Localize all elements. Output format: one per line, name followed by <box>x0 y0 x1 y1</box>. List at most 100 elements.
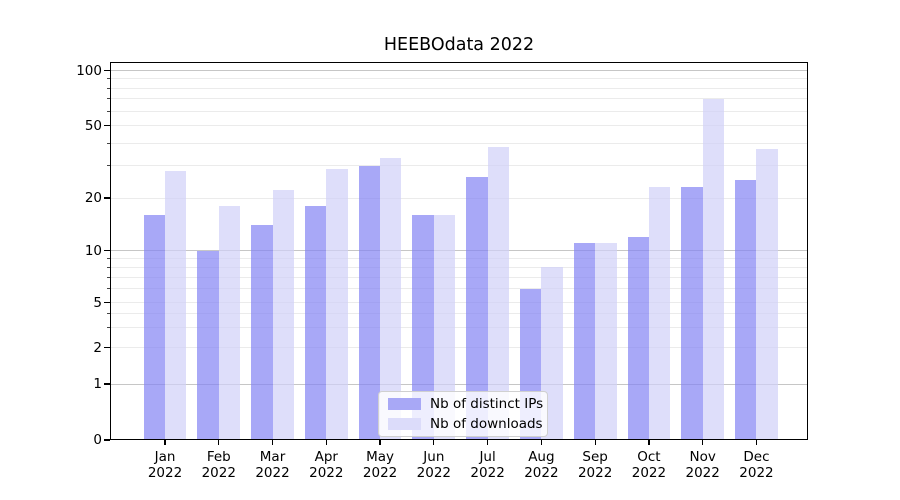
x-tick-label: Nov 2022 <box>685 449 720 481</box>
y-tick <box>104 439 110 441</box>
y-tick <box>104 383 110 385</box>
bar-nov-distinct-ips <box>681 186 703 440</box>
bar-jul-distinct-ips <box>466 177 488 440</box>
gridline-minor <box>111 266 807 268</box>
x-tick-label: Aug 2022 <box>524 449 559 481</box>
plot-area <box>110 62 808 440</box>
y-minor-tick <box>106 257 110 259</box>
x-tick <box>648 440 650 445</box>
y-tick <box>104 124 110 127</box>
gridline-minor <box>111 142 807 144</box>
y-tick <box>104 197 110 199</box>
bar-dec-downloads <box>756 149 778 440</box>
gridline-minor <box>111 327 807 329</box>
y-minor-tick <box>106 288 110 290</box>
x-tick <box>486 440 489 445</box>
y-minor-tick <box>106 276 110 278</box>
x-tick <box>540 440 543 445</box>
x-tick <box>755 440 758 445</box>
bar-jun-downloads <box>433 214 456 440</box>
legend-item-downloads: Nb of downloads <box>388 416 543 432</box>
y-tick-label: 5 <box>93 294 102 311</box>
bar-mar-downloads <box>272 190 294 440</box>
legend-label-downloads: Nb of downloads <box>430 416 543 432</box>
y-minor-tick <box>106 110 110 112</box>
legend-label-distinct-ips: Nb of distinct IPs <box>430 396 544 412</box>
y-minor-tick <box>106 327 110 329</box>
x-tick <box>164 440 166 445</box>
bar-jan-downloads <box>165 171 187 440</box>
x-tick-label: Dec 2022 <box>739 449 774 481</box>
bar-feb-downloads <box>218 205 241 440</box>
y-minor-tick <box>106 266 110 268</box>
bar-oct-downloads <box>648 186 671 440</box>
x-tick-label: Feb 2022 <box>201 449 236 481</box>
x-tick-label: Sep 2022 <box>577 449 613 481</box>
gridline-minor <box>111 288 807 290</box>
x-tick-label: Mar 2022 <box>255 449 290 481</box>
x-tick-label: Apr 2022 <box>309 449 344 481</box>
x-tick <box>702 440 704 445</box>
x-tick <box>325 440 327 445</box>
x-tick-label: Oct 2022 <box>631 449 667 481</box>
legend-swatch-downloads <box>388 418 421 430</box>
y-tick-label: 1 <box>93 376 102 392</box>
y-minor-tick <box>106 312 110 314</box>
bar-oct-distinct-ips <box>627 236 649 440</box>
x-tick <box>379 440 381 445</box>
y-tick <box>104 301 110 304</box>
legend: Nb of distinct IPs Nb of downloads <box>378 391 548 437</box>
gridline-major <box>111 383 807 385</box>
bar-jun-distinct-ips <box>412 214 434 440</box>
bar-apr-distinct-ips <box>304 205 327 440</box>
gridline-minor <box>111 257 807 259</box>
bar-nov-downloads <box>702 98 725 440</box>
bar-jan-distinct-ips <box>143 214 165 440</box>
y-minor-tick <box>106 78 110 80</box>
bar-mar-distinct-ips <box>251 225 273 440</box>
bar-may-distinct-ips <box>358 165 381 440</box>
gridline-minor <box>111 312 807 314</box>
x-tick-label: Jun 2022 <box>416 449 452 481</box>
gridline-minor <box>111 87 807 89</box>
bar-jul-downloads <box>487 147 509 440</box>
gridline-major <box>111 250 807 251</box>
bar-may-downloads <box>380 158 402 440</box>
x-tick-label: Jan 2022 <box>147 449 183 481</box>
gridline-major <box>111 70 807 71</box>
bar-sep-distinct-ips <box>573 243 596 440</box>
legend-item-distinct-ips: Nb of distinct IPs <box>388 396 543 412</box>
y-tick-label: 2 <box>93 339 102 356</box>
x-tick <box>594 440 596 445</box>
x-tick <box>218 440 220 445</box>
gridline-minor <box>111 197 807 199</box>
chart-title: HEEBOdata 2022 <box>383 35 535 55</box>
y-tick <box>104 249 110 252</box>
y-tick-label: 50 <box>84 117 102 134</box>
bar-sep-downloads <box>595 243 617 440</box>
x-tick <box>433 440 435 445</box>
bar-feb-distinct-ips <box>197 250 219 440</box>
y-minor-tick <box>106 87 110 89</box>
x-tick-label: May 2022 <box>362 449 398 481</box>
legend-swatch-distinct-ips <box>388 398 421 410</box>
gridline-minor <box>111 165 807 167</box>
y-tick <box>104 346 110 349</box>
bar-apr-downloads <box>326 168 348 440</box>
gridline-minor <box>111 276 807 278</box>
y-tick-label: 100 <box>76 62 102 79</box>
gridline-minor <box>111 78 807 80</box>
bar-dec-distinct-ips <box>735 180 757 440</box>
x-tick-label: Jul 2022 <box>470 449 505 481</box>
x-tick <box>271 440 274 445</box>
y-minor-tick <box>106 98 110 100</box>
gridline-minor <box>111 125 807 126</box>
gridline-minor <box>111 98 807 100</box>
y-minor-tick <box>106 142 110 144</box>
gridline-minor <box>111 302 807 303</box>
y-tick <box>104 69 110 72</box>
y-tick-label: 20 <box>84 190 102 206</box>
gridline-minor <box>111 110 807 112</box>
y-tick-label: 10 <box>84 242 102 259</box>
